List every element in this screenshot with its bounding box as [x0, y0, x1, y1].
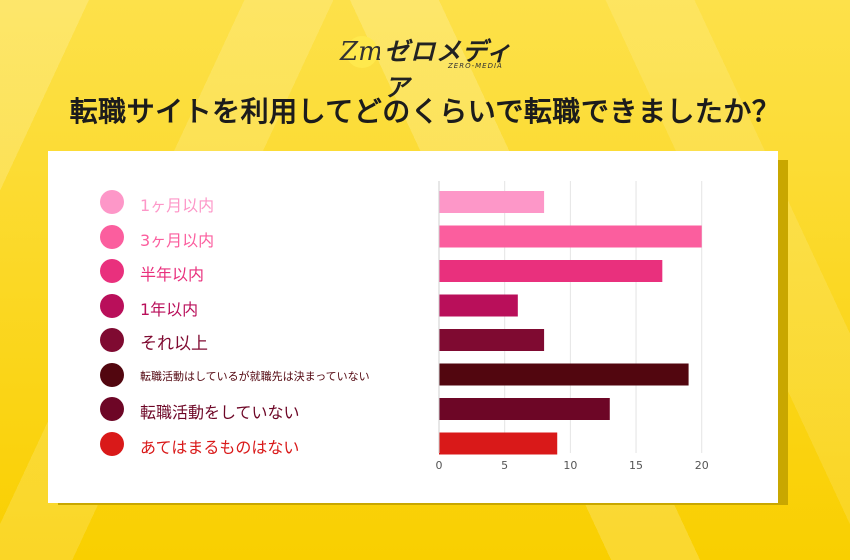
legend-label: 3ヶ月以内	[140, 230, 215, 250]
x-tick-label: 5	[501, 459, 508, 472]
logo-text: ゼロメディア	[384, 37, 513, 102]
x-tick-label: 0	[436, 459, 443, 472]
legend-label: 転職活動をしていない	[140, 403, 300, 422]
bar	[439, 432, 558, 455]
legend-label: 1ヶ月以内	[140, 196, 215, 215]
legend-label: 転職活動はしているが就職先は決まっていない	[140, 369, 370, 383]
zero-media-logo-mark: Zm	[339, 36, 380, 68]
legend-swatch	[100, 259, 124, 283]
legend-swatch	[100, 431, 124, 456]
legend-swatch	[100, 190, 124, 214]
x-tick-label: 15	[629, 459, 643, 472]
page-title: 転職サイトを利用してどのくらいで転職できましたか？	[69, 95, 781, 128]
bar	[439, 191, 545, 213]
bar	[439, 398, 610, 420]
legend-swatch	[100, 397, 124, 421]
bar	[439, 260, 663, 282]
legend-swatch	[100, 293, 124, 318]
chart-card: 1ヶ月以内 3ヶ月以内半年以内 1年以内それ以上転職活動はしているが就職先は決まって…	[48, 151, 778, 503]
legend-label: あてはまるものはない	[140, 437, 300, 457]
legend-swatch	[100, 328, 124, 352]
legend-swatch	[100, 362, 124, 387]
legend-label: 1年以内	[140, 299, 199, 319]
bar	[439, 329, 545, 351]
legend-swatch	[100, 224, 124, 249]
bar	[439, 363, 689, 386]
logo-subtext: ZERO-MEDIA	[448, 62, 503, 70]
bar-chart: 0 5 10 15 20	[436, 181, 709, 472]
bar	[439, 225, 702, 248]
legend-label: それ以上	[140, 334, 208, 354]
logo: Zm ゼロメディア ZERO-MEDIA	[338, 26, 518, 102]
legend-label: 半年以内	[140, 265, 205, 284]
x-tick-label: 10	[563, 459, 577, 472]
bar	[439, 294, 518, 317]
logo-mark-text: Zm	[339, 37, 380, 67]
x-tick-label: 20	[695, 459, 709, 472]
